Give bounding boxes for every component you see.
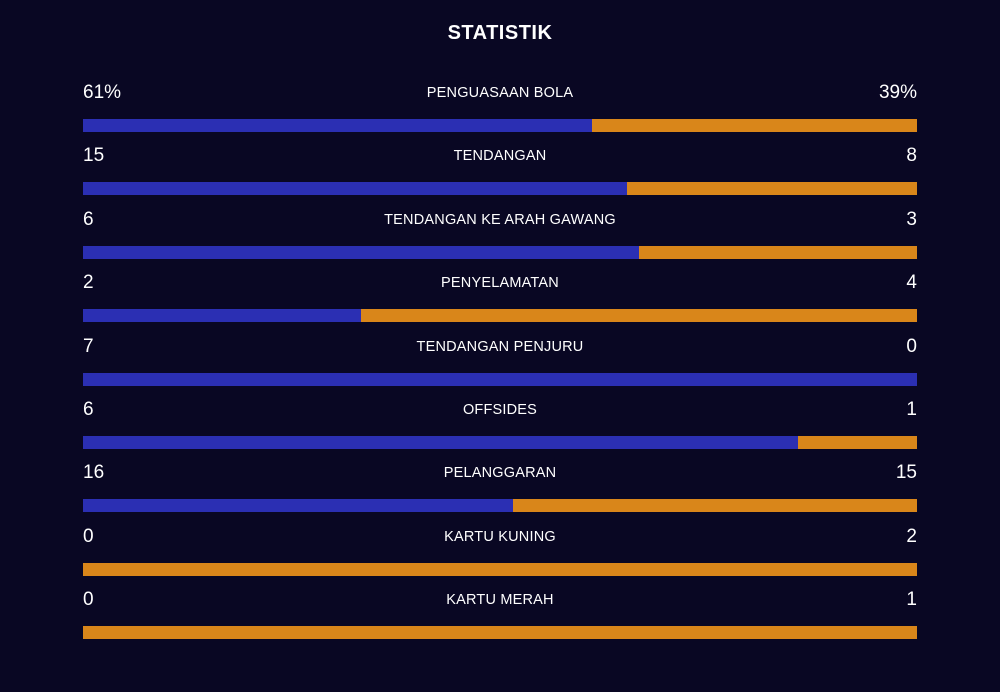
away-bar-segment <box>83 626 917 640</box>
home-value: 15 <box>83 145 105 167</box>
home-bar-segment <box>83 245 640 259</box>
away-value: 3 <box>906 208 917 230</box>
comparison-bar <box>83 435 917 449</box>
stat-row-yellow-cards: 0 KARTU KUNING 2 <box>83 524 917 587</box>
home-value: 7 <box>83 335 94 357</box>
stat-label: KARTU MERAH <box>446 592 554 609</box>
away-value: 0 <box>906 335 917 357</box>
away-bar-segment <box>591 119 917 132</box>
stats-title: STATISTIK <box>447 22 553 44</box>
stat-label: OFFSIDES <box>462 401 538 418</box>
away-bar-segment <box>83 562 917 576</box>
away-bar-segment <box>797 435 917 449</box>
home-value: 0 <box>83 525 94 547</box>
comparison-bar <box>83 309 917 323</box>
stat-row-red-cards: 0 KARTU MERAH 1 <box>83 587 917 650</box>
away-bar-segment <box>513 499 917 513</box>
away-value: 4 <box>906 272 917 294</box>
stat-row-fouls: 16 PELANGGARAN 15 <box>83 460 917 523</box>
home-bar-segment <box>83 119 592 132</box>
home-bar-segment <box>83 372 917 386</box>
stat-label: TENDANGAN KE ARAH GAWANG <box>384 211 616 228</box>
stat-label: TENDANGAN <box>453 148 547 165</box>
stat-label: KARTU KUNING <box>444 528 556 545</box>
home-value: 6 <box>83 208 94 230</box>
stat-row-shots: 15 TENDANGAN 8 <box>83 143 917 206</box>
stat-label: PELANGGARAN <box>443 465 557 482</box>
home-bar-segment <box>83 499 514 513</box>
comparison-bar <box>83 626 917 640</box>
comparison-bar <box>83 182 917 196</box>
away-value: 15 <box>895 462 917 484</box>
away-bar-segment <box>626 182 917 196</box>
comparison-bar <box>83 562 917 576</box>
home-bar-segment <box>83 435 798 449</box>
away-bar-segment <box>639 245 917 259</box>
away-value: 8 <box>906 145 917 167</box>
stat-label: PENGUASAAN BOLA <box>426 85 574 101</box>
home-value: 16 <box>83 462 105 484</box>
comparison-bar <box>83 372 917 386</box>
stat-row-saves: 2 PENYELAMATAN 4 <box>83 270 917 333</box>
home-bar-segment <box>83 309 361 323</box>
stat-row-offsides: 6 OFFSIDES 1 <box>83 397 917 460</box>
home-value: 61% <box>83 82 122 103</box>
comparison-bar <box>83 245 917 259</box>
stat-row-possession: 61% PENGUASAAN BOLA 39% <box>83 80 917 143</box>
home-value: 0 <box>83 589 94 611</box>
away-value: 2 <box>906 525 917 547</box>
away-value: 39% <box>878 82 917 103</box>
stat-row-shots-on-target: 6 TENDANGAN KE ARAH GAWANG 3 <box>83 207 917 270</box>
away-bar-segment <box>360 309 917 323</box>
home-bar-segment <box>83 182 627 196</box>
away-value: 1 <box>906 398 917 420</box>
comparison-bar <box>83 119 917 132</box>
stat-label: PENYELAMATAN <box>441 275 559 292</box>
comparison-bar <box>83 499 917 513</box>
stats-list: 61% PENGUASAAN BOLA 39% 15 TENDANGAN 8 6… <box>83 80 917 651</box>
away-value: 1 <box>906 589 917 611</box>
stat-row-corners: 7 TENDANGAN PENJURU 0 <box>83 334 917 397</box>
home-value: 6 <box>83 398 94 420</box>
home-value: 2 <box>83 272 94 294</box>
stat-label: TENDANGAN PENJURU <box>416 338 584 355</box>
